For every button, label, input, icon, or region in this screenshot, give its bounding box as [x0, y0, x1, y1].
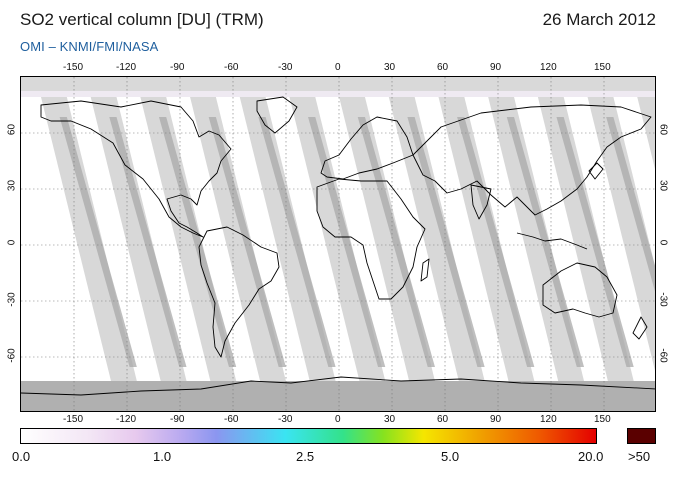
japan-outline: [588, 162, 604, 180]
swath-overlap: [208, 117, 286, 367]
swath-band: [587, 97, 655, 371]
swath-band: [90, 97, 187, 381]
satellite-swaths: [41, 97, 655, 381]
swath-overlap: [158, 117, 237, 367]
lon-tick-label: -120: [116, 62, 137, 73]
lon-tick-label: 60: [437, 414, 449, 425]
map-date: 26 March 2012: [542, 10, 656, 29]
data-source: OMI – KNMI/FMI/NASA: [20, 39, 159, 54]
new-zealand-outline: [632, 316, 648, 340]
lon-tick-label: -90: [170, 414, 185, 425]
swath-band: [190, 97, 286, 381]
asia-outline: [412, 104, 652, 216]
polar-missing-data-south: [21, 381, 655, 411]
lon-tick-label: -60: [224, 414, 239, 425]
lat-tick-label: 0: [657, 239, 669, 246]
north-america-outline: [40, 100, 232, 238]
lon-tick-label: 30: [384, 62, 396, 73]
swath-band: [289, 97, 386, 381]
scale-label: 0.0: [12, 449, 31, 464]
swath-band: [388, 97, 485, 381]
lat-tick-label: -30: [6, 292, 18, 307]
lon-tick-label: 150: [594, 62, 611, 73]
swath-band: [41, 97, 137, 381]
lon-tick-label: 30: [384, 414, 396, 425]
polar-noise-north: [21, 91, 655, 97]
lat-tick-label: 60: [657, 123, 669, 136]
australia-outline: [542, 262, 618, 318]
scale-label: >50: [628, 449, 651, 464]
lon-tick-label: 60: [437, 62, 449, 73]
lon-tick-label: -120: [116, 414, 137, 425]
india-outline: [470, 184, 492, 220]
swath-overlap: [506, 117, 585, 367]
lon-tick-label: 120: [540, 62, 557, 73]
scale-label: 20.0: [578, 449, 604, 464]
lon-tick-label: 120: [540, 414, 557, 425]
swath-band: [488, 97, 585, 381]
swath-band: [339, 97, 435, 381]
color-scale-bar: [20, 428, 597, 444]
swath-overlap: [308, 117, 386, 367]
lat-tick-label: -60: [657, 348, 669, 363]
lon-tick-label: -60: [224, 62, 239, 73]
europe-outline: [320, 116, 414, 180]
lat-tick-label: 30: [6, 179, 18, 192]
scale-label: 2.5: [296, 449, 315, 464]
coastlines: [21, 96, 655, 396]
overflow-color-box: [627, 428, 656, 444]
lon-tick-label: 90: [490, 414, 502, 425]
swath-band: [537, 97, 634, 381]
lat-tick-label: -30: [657, 292, 669, 307]
swath-overlap: [59, 117, 137, 367]
lon-tick-label: -90: [170, 62, 185, 73]
lat-tick-label: -60: [6, 348, 18, 363]
map-title: SO2 vertical column [DU] (TRM): [20, 10, 264, 29]
lat-lon-grid: [21, 77, 655, 411]
swath-band: [140, 97, 237, 381]
indonesia-outline: [516, 232, 588, 250]
lon-tick-label: -150: [63, 62, 84, 73]
swath-band: [438, 97, 535, 381]
lon-tick-label: -30: [278, 414, 293, 425]
scale-label: 1.0: [153, 449, 172, 464]
map-canvas: [21, 77, 655, 411]
lon-tick-label: -150: [63, 414, 84, 425]
greenland-outline: [256, 96, 298, 134]
swath-overlap: [457, 117, 535, 367]
lat-tick-label: 30: [657, 179, 669, 192]
lon-tick-label: 150: [594, 414, 611, 425]
lon-tick-label: -30: [278, 62, 293, 73]
antarctica-outline: [21, 376, 655, 396]
madagascar-outline: [420, 258, 430, 282]
africa-outline: [316, 178, 426, 300]
lon-tick-label: 90: [490, 62, 502, 73]
swath-band: [239, 97, 336, 381]
swath-overlap: [258, 117, 336, 367]
lat-tick-label: 0: [6, 239, 18, 246]
lat-tick-label: 60: [6, 123, 18, 136]
world-map: [20, 76, 656, 412]
swath-overlap: [357, 117, 435, 367]
lon-tick-label: 0: [335, 62, 341, 73]
scale-label: 5.0: [441, 449, 460, 464]
swath-overlap: [109, 117, 187, 367]
swath-overlap: [556, 117, 634, 367]
lon-tick-label: 0: [335, 414, 341, 425]
swath-overlap: [407, 117, 485, 367]
south-america-outline: [198, 226, 280, 358]
